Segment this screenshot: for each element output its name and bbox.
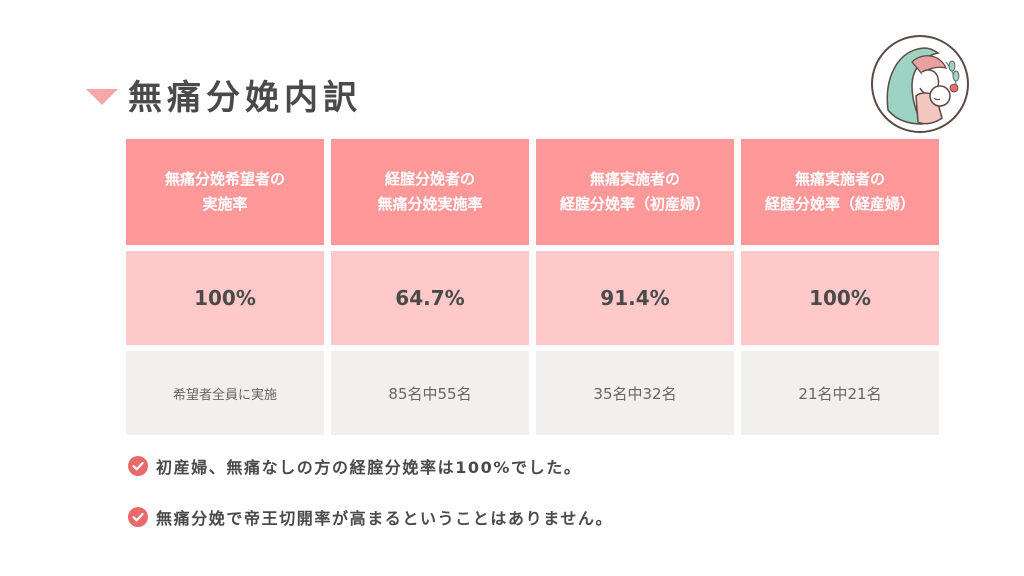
- triangle-down-icon: [86, 88, 118, 105]
- table-detail-cell: 希望者全員に実施: [126, 351, 324, 435]
- list-item: 初産婦、無痛なしの方の経腟分娩率は100%でした。: [128, 452, 613, 480]
- table-value-cell: 91.4%: [536, 251, 734, 345]
- page-title: 無痛分娩内訳: [128, 78, 362, 118]
- list-item: 無痛分娩で帝王切開率が高まるということはありません。: [128, 503, 613, 531]
- table-value-cell: 100%: [126, 251, 324, 345]
- table-header-cell: 無痛実施者の 経腟分娩率（経産婦）: [741, 139, 939, 245]
- labor-table: 無痛分娩希望者の 実施率 経腟分娩者の 無痛分娩実施率 無痛実施者の 経腟分娩率…: [126, 139, 939, 435]
- table-value-cell: 64.7%: [331, 251, 529, 345]
- note-text: 無痛分娩で帝王切開率が高まるということはありません。: [156, 509, 614, 528]
- mother-baby-logo-icon: [871, 35, 969, 133]
- table-value-cell: 100%: [741, 251, 939, 345]
- table-detail-cell: 21名中21名: [741, 351, 939, 435]
- check-circle-icon: [128, 456, 148, 476]
- check-circle-icon: [128, 507, 148, 527]
- table-detail-cell: 35名中32名: [536, 351, 734, 435]
- table-header-cell: 経腟分娩者の 無痛分娩実施率: [331, 139, 529, 245]
- table-header-cell: 無痛分娩希望者の 実施率: [126, 139, 324, 245]
- notes-list: 初産婦、無痛なしの方の経腟分娩率は100%でした。 無痛分娩で帝王切開率が高まる…: [128, 452, 613, 554]
- table-header-cell: 無痛実施者の 経腟分娩率（初産婦）: [536, 139, 734, 245]
- table-detail-cell: 85名中55名: [331, 351, 529, 435]
- title-section: 無痛分娩内訳: [86, 70, 362, 119]
- note-text: 初産婦、無痛なしの方の経腟分娩率は100%でした。: [156, 458, 582, 477]
